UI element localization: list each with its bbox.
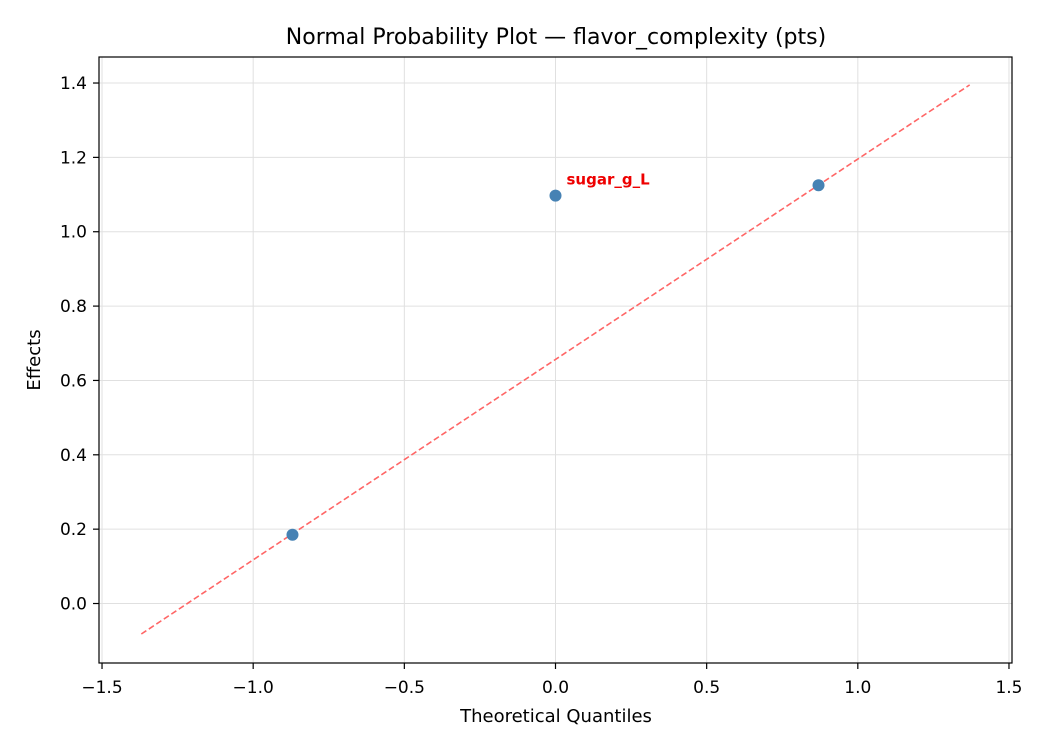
reference-line bbox=[140, 84, 971, 635]
x-tick-label: 1.0 bbox=[844, 678, 871, 698]
point-annotation-label: sugar_g_L bbox=[567, 171, 651, 189]
x-tick-label: 0.5 bbox=[693, 678, 720, 698]
x-tick-label: 0.0 bbox=[542, 678, 569, 698]
y-tick-label: 0.4 bbox=[60, 446, 87, 466]
y-tick-label: 1.0 bbox=[60, 223, 87, 243]
x-tick-label: −1.5 bbox=[81, 678, 122, 698]
x-axis-ticks: −1.5 −1.0 −0.5 0.0 0.5 1.0 1.5 bbox=[81, 663, 1023, 698]
chart-title: Normal Probability Plot — flavor_complex… bbox=[286, 25, 826, 50]
y-tick-label: 0.6 bbox=[60, 371, 87, 391]
annotations: sugar_g_L bbox=[567, 171, 651, 189]
y-tick-label: 0.8 bbox=[60, 297, 87, 317]
y-tick-label: 1.4 bbox=[60, 74, 87, 94]
y-axis-label: Effects bbox=[24, 329, 45, 390]
data-point bbox=[549, 189, 562, 202]
x-tick-label: 1.5 bbox=[995, 678, 1022, 698]
data-point bbox=[286, 528, 299, 541]
data-points bbox=[286, 179, 825, 541]
grid bbox=[99, 57, 1012, 663]
x-tick-label: −1.0 bbox=[233, 678, 274, 698]
y-tick-label: 1.2 bbox=[60, 148, 87, 168]
x-axis-label: Theoretical Quantiles bbox=[459, 706, 652, 727]
y-axis-ticks: 0.0 0.2 0.4 0.6 0.8 1.0 1.2 1.4 bbox=[60, 74, 99, 615]
y-tick-label: 0.2 bbox=[60, 520, 87, 540]
reference-line-group bbox=[140, 84, 971, 635]
x-tick-label: −0.5 bbox=[384, 678, 425, 698]
data-point bbox=[812, 179, 825, 192]
y-tick-label: 0.0 bbox=[60, 595, 87, 615]
